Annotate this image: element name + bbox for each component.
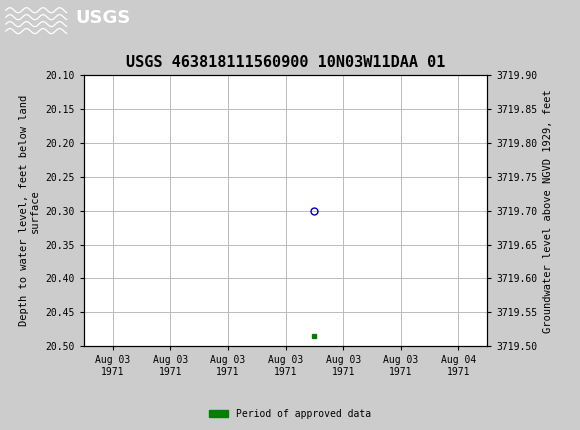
Text: USGS: USGS bbox=[75, 9, 130, 27]
Legend: Period of approved data: Period of approved data bbox=[205, 405, 375, 423]
Title: USGS 463818111560900 10N03W11DAA 01: USGS 463818111560900 10N03W11DAA 01 bbox=[126, 55, 445, 70]
Y-axis label: Groundwater level above NGVD 1929, feet: Groundwater level above NGVD 1929, feet bbox=[543, 89, 553, 332]
Y-axis label: Depth to water level, feet below land
surface: Depth to water level, feet below land su… bbox=[19, 95, 40, 326]
